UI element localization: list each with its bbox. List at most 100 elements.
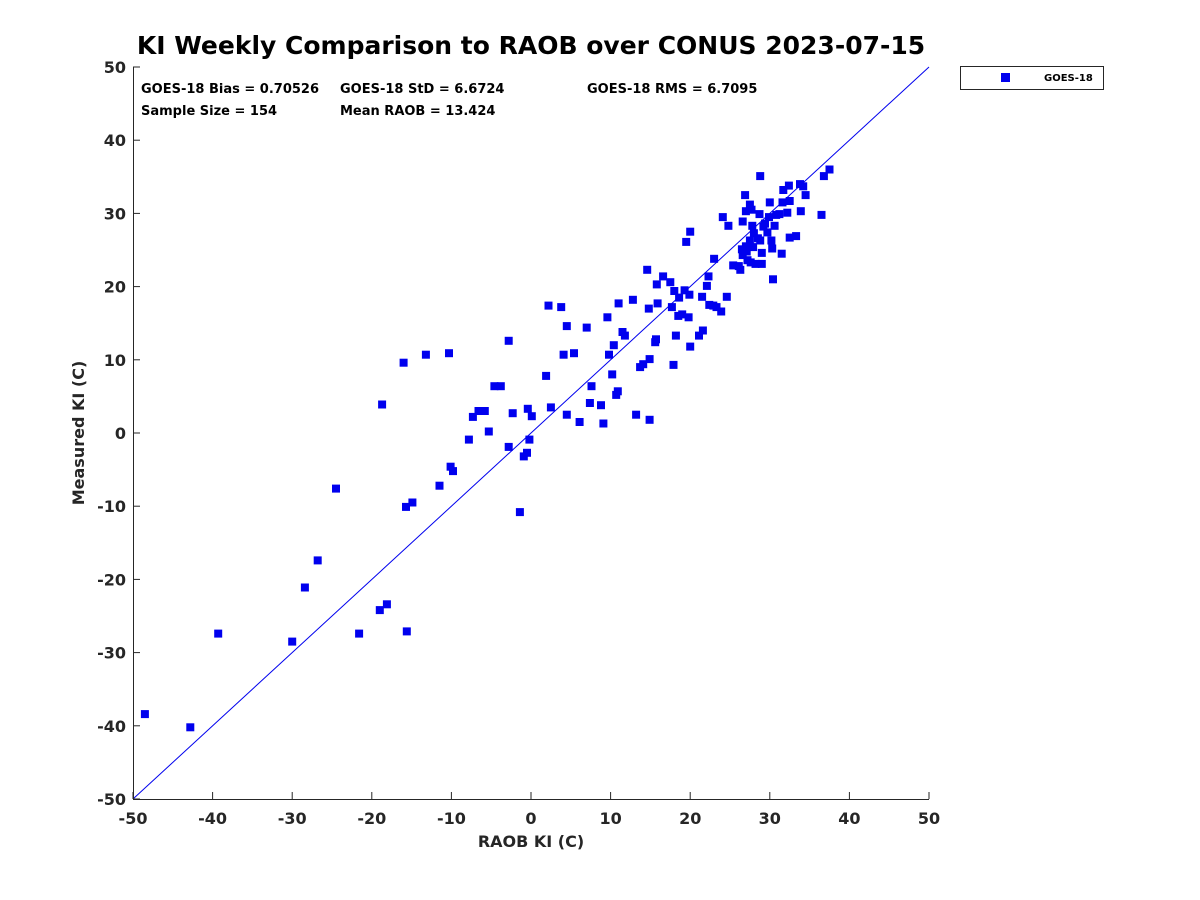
data-point xyxy=(817,210,826,219)
data-point xyxy=(557,303,566,312)
x-tick-label: 10 xyxy=(599,809,621,828)
data-point xyxy=(729,261,738,270)
legend-marker xyxy=(1001,73,1010,82)
data-point xyxy=(755,210,764,219)
data-point xyxy=(768,244,777,253)
x-tick-label: 0 xyxy=(525,809,536,828)
data-point xyxy=(608,370,617,379)
data-point xyxy=(749,229,758,238)
data-point xyxy=(742,247,751,256)
data-point xyxy=(686,227,695,236)
data-point xyxy=(741,207,750,216)
y-tick-label: 40 xyxy=(104,131,126,150)
data-point xyxy=(756,172,765,181)
data-point xyxy=(355,629,364,638)
data-point xyxy=(684,313,693,322)
legend: GOES-18 xyxy=(960,66,1104,90)
data-point xyxy=(402,502,410,511)
data-point xyxy=(449,467,457,476)
data-point xyxy=(678,310,687,319)
data-point xyxy=(382,600,391,609)
data-point xyxy=(819,172,828,181)
data-point xyxy=(490,382,499,391)
data-point xyxy=(605,350,613,359)
data-point xyxy=(765,198,774,207)
data-point xyxy=(468,412,477,421)
data-point xyxy=(480,407,489,415)
data-point xyxy=(613,387,622,396)
data-point xyxy=(644,304,653,313)
data-point xyxy=(523,448,531,457)
x-tick-label: 20 xyxy=(679,809,701,828)
data-point xyxy=(575,418,584,426)
data-point xyxy=(332,484,340,493)
data-point xyxy=(702,281,711,290)
x-tick-label: -30 xyxy=(278,809,307,828)
data-point xyxy=(775,210,784,219)
data-point xyxy=(765,213,773,222)
data-point xyxy=(313,556,322,565)
data-point xyxy=(767,236,776,245)
data-point xyxy=(736,265,745,274)
data-point xyxy=(484,427,493,436)
data-point xyxy=(749,243,758,252)
data-point xyxy=(609,341,618,350)
data-point xyxy=(587,382,596,391)
stat-mean-raob: Mean RAOB = 13.424 xyxy=(340,104,495,119)
data-point xyxy=(667,303,676,312)
data-point xyxy=(288,637,297,646)
data-point xyxy=(628,295,637,304)
data-point xyxy=(652,280,661,289)
data-point xyxy=(614,299,623,308)
y-tick-label: -40 xyxy=(97,717,126,736)
y-tick-label: -10 xyxy=(97,497,126,516)
x-tick-label: 30 xyxy=(759,809,781,828)
data-point xyxy=(770,221,779,230)
data-point xyxy=(799,182,808,191)
data-point xyxy=(585,399,594,407)
data-point xyxy=(748,221,757,230)
y-axis-label: Measured KI (C) xyxy=(69,361,88,506)
data-point xyxy=(785,197,794,205)
data-point xyxy=(375,606,384,615)
stat-rms: GOES-18 RMS = 6.7095 xyxy=(587,82,757,97)
data-point xyxy=(724,221,733,230)
data-point xyxy=(620,331,629,340)
data-point xyxy=(710,254,719,263)
x-tick-label: 50 xyxy=(918,809,940,828)
data-point xyxy=(745,236,754,245)
legend-label: GOES-18 xyxy=(1044,73,1093,84)
data-point xyxy=(712,303,721,312)
x-tick-label: -40 xyxy=(198,809,227,828)
data-point xyxy=(445,349,453,358)
data-point xyxy=(408,498,417,507)
data-point xyxy=(523,404,532,413)
data-point xyxy=(659,272,668,281)
data-point xyxy=(698,326,707,335)
data-point xyxy=(751,259,760,268)
plot-area xyxy=(132,66,930,800)
data-point xyxy=(300,583,309,592)
data-point xyxy=(704,272,713,281)
data-point xyxy=(745,200,754,209)
data-point xyxy=(784,181,793,190)
data-point xyxy=(214,629,223,638)
data-point xyxy=(544,301,553,310)
y-tick-label: -20 xyxy=(97,570,126,589)
reference-line xyxy=(132,66,930,800)
data-point xyxy=(474,407,483,415)
data-point xyxy=(645,415,654,424)
y-tick-label: 20 xyxy=(104,278,126,297)
data-point xyxy=(722,292,731,301)
data-point xyxy=(378,400,387,409)
x-tick-label: -50 xyxy=(119,809,148,828)
data-point xyxy=(666,278,675,287)
x-tick-label: -10 xyxy=(437,809,466,828)
chart-title: KI Weekly Comparison to RAOB over CONUS … xyxy=(137,31,925,60)
x-axis-label: RAOB KI (C) xyxy=(478,832,584,851)
data-point xyxy=(496,382,505,391)
data-point xyxy=(698,292,707,301)
x-tick-label: -20 xyxy=(357,809,386,828)
data-point xyxy=(562,322,571,331)
